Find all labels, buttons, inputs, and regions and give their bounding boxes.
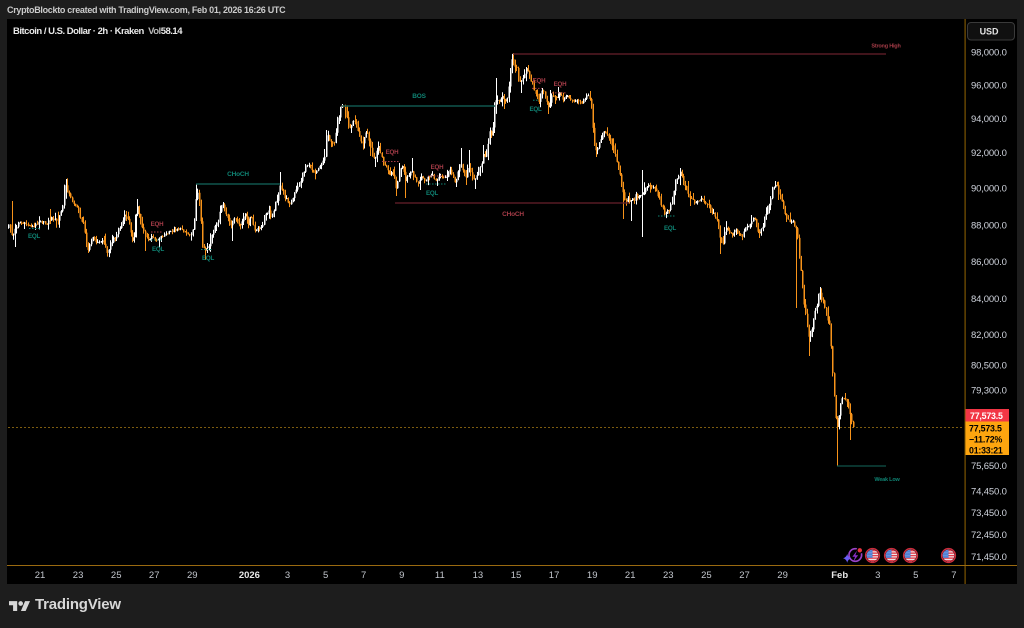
svg-text:EQL: EQL (529, 106, 542, 113)
svg-text:75,650.0: 75,650.0 (971, 461, 1007, 472)
svg-text:84,000.0: 84,000.0 (971, 294, 1007, 305)
svg-text:96,000.0: 96,000.0 (971, 81, 1007, 92)
svg-text:7: 7 (951, 570, 956, 581)
svg-text:EQL: EQL (202, 255, 215, 262)
svg-text:73,450.0: 73,450.0 (971, 508, 1007, 519)
svg-text:EQL: EQL (426, 190, 439, 197)
svg-text:Weak Low: Weak Low (874, 477, 900, 483)
svg-text:CHoCH: CHoCH (502, 211, 524, 218)
svg-text:27: 27 (149, 570, 160, 581)
svg-text:Feb: Feb (831, 570, 848, 581)
svg-text:13: 13 (473, 570, 484, 581)
svg-text:CHoCH: CHoCH (227, 171, 249, 178)
svg-text:Strong High: Strong High (871, 44, 901, 50)
svg-text:EQL: EQL (28, 233, 41, 240)
svg-text:72,450.0: 72,450.0 (971, 530, 1007, 541)
svg-text:19: 19 (587, 570, 598, 581)
svg-text:21: 21 (35, 570, 46, 581)
svg-text:9: 9 (399, 570, 404, 581)
svg-text:EQL: EQL (664, 225, 677, 232)
svg-text:86,000.0: 86,000.0 (971, 257, 1007, 268)
svg-text:2026: 2026 (239, 570, 260, 581)
svg-text:EQL: EQL (152, 246, 165, 253)
svg-text:3: 3 (285, 570, 290, 581)
svg-text:79,300.0: 79,300.0 (971, 386, 1007, 397)
svg-text:29: 29 (777, 570, 788, 581)
svg-text:11: 11 (435, 570, 445, 581)
svg-text:29: 29 (187, 570, 198, 581)
svg-text:25: 25 (701, 570, 712, 581)
svg-text:88,000.0: 88,000.0 (971, 221, 1007, 232)
svg-text:BOS: BOS (412, 93, 426, 100)
svg-text:74,450.0: 74,450.0 (971, 487, 1007, 498)
svg-text:71,450.0: 71,450.0 (971, 552, 1007, 563)
svg-text:92,000.0: 92,000.0 (971, 148, 1007, 159)
svg-text:77,573.5: 77,573.5 (969, 424, 1002, 434)
svg-text:94,000.0: 94,000.0 (971, 114, 1007, 125)
svg-text:5: 5 (913, 570, 918, 581)
svg-text:25: 25 (111, 570, 122, 581)
svg-text:EQH: EQH (151, 221, 165, 228)
svg-text:−11.72%: −11.72% (969, 435, 1002, 445)
svg-text:23: 23 (663, 570, 674, 581)
svg-text:80,500.0: 80,500.0 (971, 361, 1007, 372)
svg-text:EQH: EQH (533, 78, 547, 85)
svg-text:7: 7 (361, 570, 366, 581)
svg-text:EQH: EQH (554, 81, 568, 88)
svg-text:90,000.0: 90,000.0 (971, 184, 1007, 195)
svg-text:27: 27 (739, 570, 750, 581)
svg-text:82,000.0: 82,000.0 (971, 330, 1007, 341)
svg-text:3: 3 (875, 570, 880, 581)
svg-text:01:33:21: 01:33:21 (969, 446, 1003, 456)
svg-text:23: 23 (73, 570, 84, 581)
svg-text:21: 21 (625, 570, 636, 581)
svg-text:17: 17 (549, 570, 560, 581)
svg-text:15: 15 (511, 570, 522, 581)
svg-text:USD: USD (980, 27, 999, 37)
svg-text:5: 5 (323, 570, 328, 581)
svg-text:98,000.0: 98,000.0 (971, 48, 1007, 59)
svg-text:77,573.5: 77,573.5 (970, 411, 1003, 421)
svg-text:EQH: EQH (431, 164, 445, 171)
svg-text:EQH: EQH (386, 149, 400, 156)
